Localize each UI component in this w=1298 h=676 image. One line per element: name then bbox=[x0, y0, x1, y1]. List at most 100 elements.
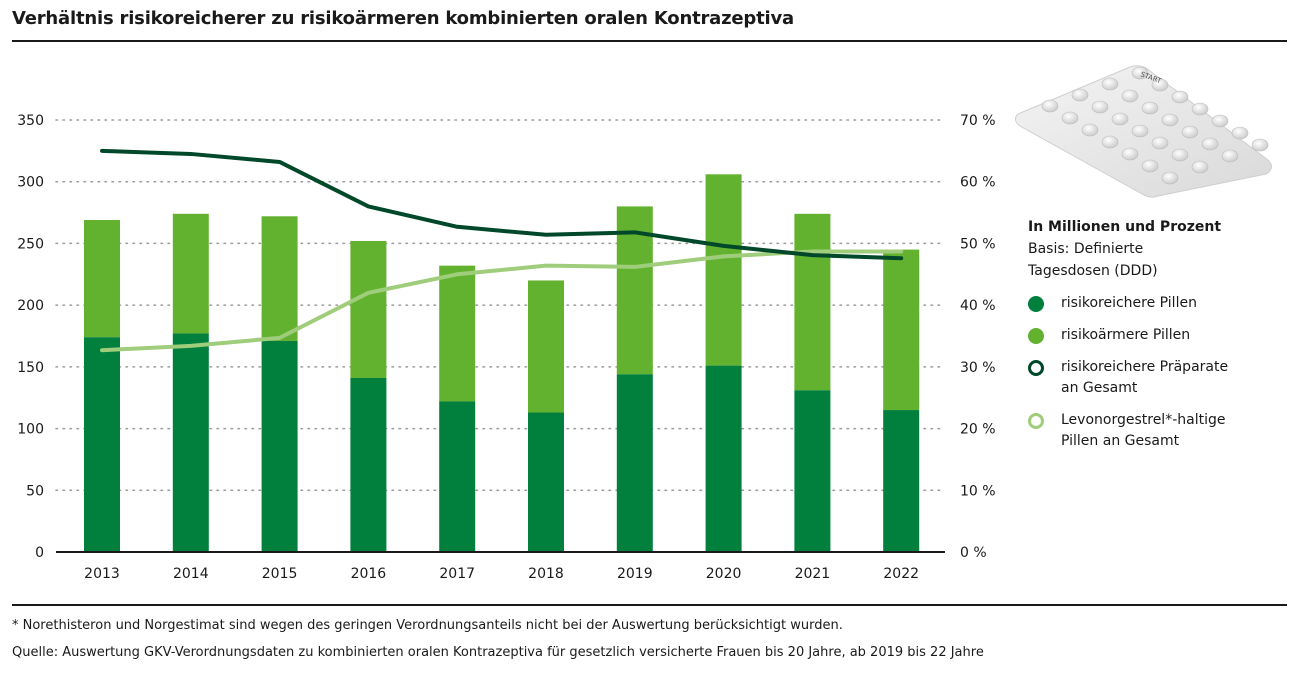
legend-item: Levonorgestrel*-haltige Pillen an Gesamt bbox=[1028, 410, 1288, 452]
source-note: Quelle: Auswertung GKV-Verordnungsdaten … bbox=[12, 645, 984, 660]
legend-label: risikoreichere Präparate an Gesamt bbox=[1061, 359, 1229, 396]
bottom-divider bbox=[12, 604, 1287, 606]
bar-risikoreichere-2017 bbox=[439, 401, 476, 552]
pill bbox=[1071, 88, 1089, 102]
chart-area: 0 50 100 150 200 250 300 350 0 % 10 % 20 % 30 % 40 %… bbox=[17, 113, 995, 582]
x-tick-label: 2013 bbox=[84, 566, 120, 582]
y-left-tick-label: 200 bbox=[17, 298, 44, 314]
bar-risikoreichere-2021 bbox=[794, 390, 831, 552]
y-left-tick-label: 350 bbox=[17, 113, 44, 129]
bar-risikoaermere-2014 bbox=[172, 213, 209, 334]
outline-circle-icon bbox=[1028, 413, 1044, 429]
legend-label: risikoreichere Pillen bbox=[1061, 295, 1197, 311]
y-right-tick-label: 70 % bbox=[960, 113, 996, 129]
line-levonorgestrel-share bbox=[100, 249, 904, 353]
pill bbox=[1131, 124, 1149, 138]
bar-risikoreichere-2013 bbox=[84, 337, 120, 552]
pill bbox=[1041, 99, 1059, 113]
y-left-tick-label: 0 bbox=[35, 545, 44, 561]
pill bbox=[1221, 149, 1239, 163]
pill bbox=[1101, 77, 1119, 91]
y-right-tick-label: 50 % bbox=[960, 236, 996, 252]
bar-risikoaermere-2022 bbox=[883, 249, 920, 411]
pill bbox=[1121, 89, 1139, 103]
y-left-tick-label: 300 bbox=[17, 175, 44, 191]
pill bbox=[1201, 137, 1219, 151]
legend-label: risikoärmere Pillen bbox=[1061, 327, 1191, 343]
pill bbox=[1231, 126, 1249, 140]
top-divider bbox=[12, 40, 1287, 42]
legend: In Millionen und Prozent Basis: Definier… bbox=[1028, 216, 1288, 452]
footnote: * Norethisteron und Norgestimat sind weg… bbox=[12, 618, 843, 633]
y-left-tick-label: 50 bbox=[26, 483, 44, 499]
legend-label: Levonorgestrel*-haltige Pillen an Gesamt bbox=[1061, 412, 1226, 449]
pill bbox=[1151, 78, 1169, 92]
bar-risikoreichere-2015 bbox=[261, 340, 298, 552]
x-tick-label: 2016 bbox=[351, 566, 387, 582]
filled-circle-icon bbox=[1028, 296, 1044, 312]
pill bbox=[1251, 138, 1269, 152]
x-tick-label: 2020 bbox=[706, 566, 742, 582]
pill bbox=[1161, 171, 1179, 185]
pill bbox=[1131, 66, 1149, 80]
lines bbox=[100, 148, 904, 353]
y-right-tick-label: 60 % bbox=[960, 175, 996, 191]
bar-risikoreichere-2016 bbox=[350, 377, 387, 552]
bar-risikoreichere-2018 bbox=[528, 412, 564, 552]
pill bbox=[1191, 160, 1209, 174]
bar-risikoaermere-2013 bbox=[84, 219, 120, 338]
chart-title: Verhältnis risikoreicherer zu risikoärme… bbox=[12, 8, 794, 29]
bar-risikoaermere-2021 bbox=[794, 213, 831, 391]
pill bbox=[1171, 90, 1189, 104]
bar-risikoreichere-2022 bbox=[883, 410, 920, 552]
legend-item: risikoärmere Pillen bbox=[1028, 325, 1288, 346]
legend-heading: In Millionen und Prozent bbox=[1028, 219, 1222, 235]
x-tick-label: 2021 bbox=[795, 566, 831, 582]
pill-blister-pack-illustration: START bbox=[1014, 65, 1272, 198]
bar-risikoaermere-2015 bbox=[261, 216, 298, 341]
outline-circle-icon bbox=[1028, 360, 1044, 376]
bar-risikoreichere-2019 bbox=[616, 374, 653, 552]
x-tick-label: 2015 bbox=[262, 566, 298, 582]
y-left-tick-label: 250 bbox=[17, 236, 44, 252]
pill bbox=[1121, 147, 1139, 161]
pill bbox=[1101, 135, 1119, 149]
bar-risikoaermere-2017 bbox=[439, 265, 476, 402]
legend-item: risikoreichere Pillen bbox=[1028, 293, 1288, 314]
pill bbox=[1111, 112, 1129, 126]
legend-item: risikoreichere Präparate an Gesamt bbox=[1028, 357, 1288, 399]
filled-circle-icon bbox=[1028, 328, 1044, 344]
pill bbox=[1171, 148, 1189, 162]
y-right-tick-label: 0 % bbox=[960, 545, 987, 561]
y-left-tick-label: 100 bbox=[17, 422, 44, 438]
pill bbox=[1141, 101, 1159, 115]
y-left-tick-label: 150 bbox=[17, 360, 44, 376]
bar-risikoreichere-2014 bbox=[172, 333, 209, 552]
pill bbox=[1151, 136, 1169, 150]
x-tick-label: 2017 bbox=[439, 566, 475, 582]
pill bbox=[1081, 123, 1099, 137]
bar-risikoaermere-2020 bbox=[705, 174, 742, 366]
x-tick-label: 2014 bbox=[173, 566, 209, 582]
bars bbox=[84, 174, 920, 552]
pill bbox=[1061, 111, 1079, 125]
y-right-tick-label: 40 % bbox=[960, 298, 996, 314]
y-right-tick-label: 10 % bbox=[960, 483, 996, 499]
y-right-tick-label: 30 % bbox=[960, 360, 996, 376]
bar-risikoaermere-2016 bbox=[350, 240, 387, 378]
x-tick-label: 2022 bbox=[883, 566, 919, 582]
pill bbox=[1181, 125, 1199, 139]
pill bbox=[1141, 159, 1159, 173]
pill bbox=[1191, 102, 1209, 116]
pill bbox=[1091, 100, 1109, 114]
bar-risikoreichere-2020 bbox=[705, 365, 742, 552]
axes: 0 50 100 150 200 250 300 350 0 % 10 % 20 % 30 % 40 %… bbox=[17, 113, 995, 582]
pill bbox=[1211, 114, 1229, 128]
bar-risikoaermere-2018 bbox=[528, 280, 564, 413]
x-tick-label: 2018 bbox=[528, 566, 564, 582]
y-right-tick-label: 20 % bbox=[960, 422, 996, 438]
legend-basis: Basis: Definierte Tagesdosen (DDD) bbox=[1028, 241, 1158, 279]
pill bbox=[1161, 113, 1179, 127]
line-risikoreichere-share bbox=[100, 148, 904, 261]
x-tick-label: 2019 bbox=[617, 566, 653, 582]
